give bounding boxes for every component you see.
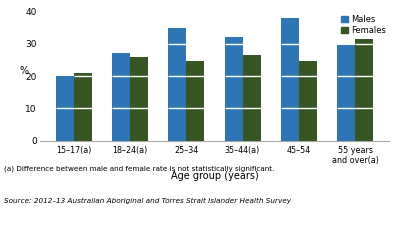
Bar	[337, 45, 355, 141]
Bar	[281, 18, 299, 141]
Bar	[168, 27, 186, 141]
Bar	[186, 62, 204, 141]
Bar	[355, 39, 373, 141]
Y-axis label: %: %	[19, 66, 29, 76]
Bar	[56, 76, 73, 141]
Bar	[243, 55, 260, 141]
Legend: Males, Females: Males, Females	[338, 12, 388, 37]
Text: Source: 2012–13 Australian Aboriginal and Torres Strait Islander Health Survey: Source: 2012–13 Australian Aboriginal an…	[4, 197, 291, 204]
Bar	[130, 57, 148, 141]
Bar	[112, 53, 130, 141]
Bar	[73, 73, 92, 141]
X-axis label: Age group (years): Age group (years)	[170, 170, 258, 180]
Bar	[225, 37, 243, 141]
Text: (a) Difference between male and female rate is not statistically significant.: (a) Difference between male and female r…	[4, 166, 274, 172]
Bar	[299, 62, 317, 141]
